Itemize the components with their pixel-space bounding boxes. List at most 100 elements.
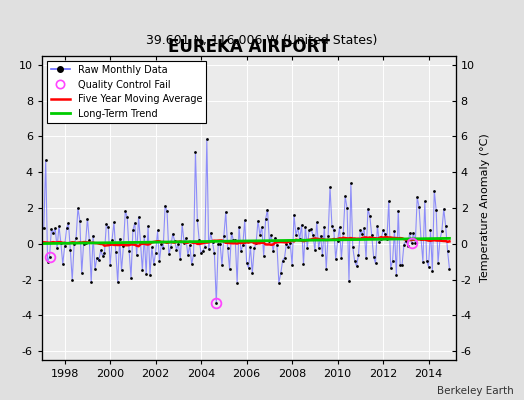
Point <box>273 242 281 248</box>
Point <box>275 279 283 286</box>
Point <box>282 240 291 247</box>
Point <box>278 257 287 264</box>
Point <box>182 235 190 242</box>
Point <box>57 240 65 246</box>
Point <box>351 258 359 264</box>
Point <box>80 240 88 247</box>
Point <box>155 258 163 264</box>
Point <box>263 206 271 213</box>
Point <box>424 264 433 270</box>
Point <box>415 204 423 211</box>
Point <box>184 252 192 258</box>
Point <box>445 266 454 272</box>
Point <box>309 232 317 238</box>
Point <box>267 232 276 238</box>
Point <box>244 265 253 271</box>
Point <box>396 262 405 269</box>
Point <box>201 243 209 250</box>
Point <box>102 221 111 228</box>
Point <box>407 240 416 246</box>
Point <box>354 252 363 258</box>
Point <box>316 233 325 239</box>
Point <box>381 230 389 237</box>
Point <box>335 224 344 230</box>
Point <box>178 221 187 228</box>
Point <box>157 241 166 248</box>
Point <box>53 245 61 251</box>
Point <box>134 214 143 220</box>
Point <box>74 205 82 211</box>
Point <box>258 224 266 230</box>
Point <box>216 240 224 247</box>
Point <box>296 236 304 242</box>
Point <box>188 261 196 267</box>
Point <box>165 251 173 258</box>
Point <box>259 252 268 259</box>
Point <box>246 244 255 250</box>
Point <box>337 255 346 262</box>
Point <box>100 250 108 256</box>
Point <box>223 245 232 251</box>
Point <box>238 242 247 248</box>
Point <box>322 266 331 272</box>
Point <box>163 208 171 215</box>
Point <box>119 243 128 250</box>
Point <box>333 238 342 244</box>
Point <box>303 244 311 251</box>
Point <box>394 207 402 214</box>
Point <box>432 207 440 213</box>
Point <box>358 231 366 238</box>
Point <box>443 247 452 254</box>
Point <box>390 228 399 234</box>
Point <box>233 279 242 286</box>
Point <box>235 224 243 230</box>
Point <box>142 271 150 277</box>
Point <box>320 224 329 230</box>
Point <box>199 248 207 254</box>
Point <box>81 240 90 246</box>
Point <box>312 219 321 226</box>
Point <box>298 222 306 228</box>
Point <box>301 224 310 230</box>
Point <box>68 277 77 283</box>
Point <box>130 220 139 226</box>
Point <box>364 206 372 212</box>
Point <box>64 220 73 226</box>
Point <box>254 218 262 224</box>
Point <box>438 228 446 234</box>
Point <box>375 239 384 246</box>
Point <box>419 258 427 265</box>
Point <box>385 198 393 204</box>
Point <box>212 300 221 306</box>
Point <box>373 222 381 229</box>
Point <box>89 232 97 239</box>
Point <box>441 223 450 229</box>
Point <box>241 217 249 224</box>
Point <box>409 230 418 236</box>
Point <box>356 227 365 234</box>
Point <box>185 242 194 248</box>
Point <box>148 244 156 250</box>
Point <box>140 233 148 239</box>
Point <box>311 247 319 254</box>
Point <box>151 250 160 256</box>
Point <box>144 223 152 229</box>
Point <box>292 232 300 238</box>
Point <box>288 262 296 268</box>
Point <box>172 246 181 253</box>
Point <box>339 230 347 236</box>
Point <box>440 206 448 212</box>
Point <box>49 230 58 236</box>
Point <box>360 225 368 232</box>
Point <box>269 248 277 254</box>
Point <box>293 225 302 231</box>
Text: 39.601 N, 116.006 W (United States): 39.601 N, 116.006 W (United States) <box>146 34 378 47</box>
Point <box>204 246 213 252</box>
Point <box>170 237 179 244</box>
Point <box>189 251 198 258</box>
Point <box>110 219 118 226</box>
Point <box>214 240 222 247</box>
Point <box>237 248 245 254</box>
Point <box>422 258 431 264</box>
Point <box>352 263 361 269</box>
